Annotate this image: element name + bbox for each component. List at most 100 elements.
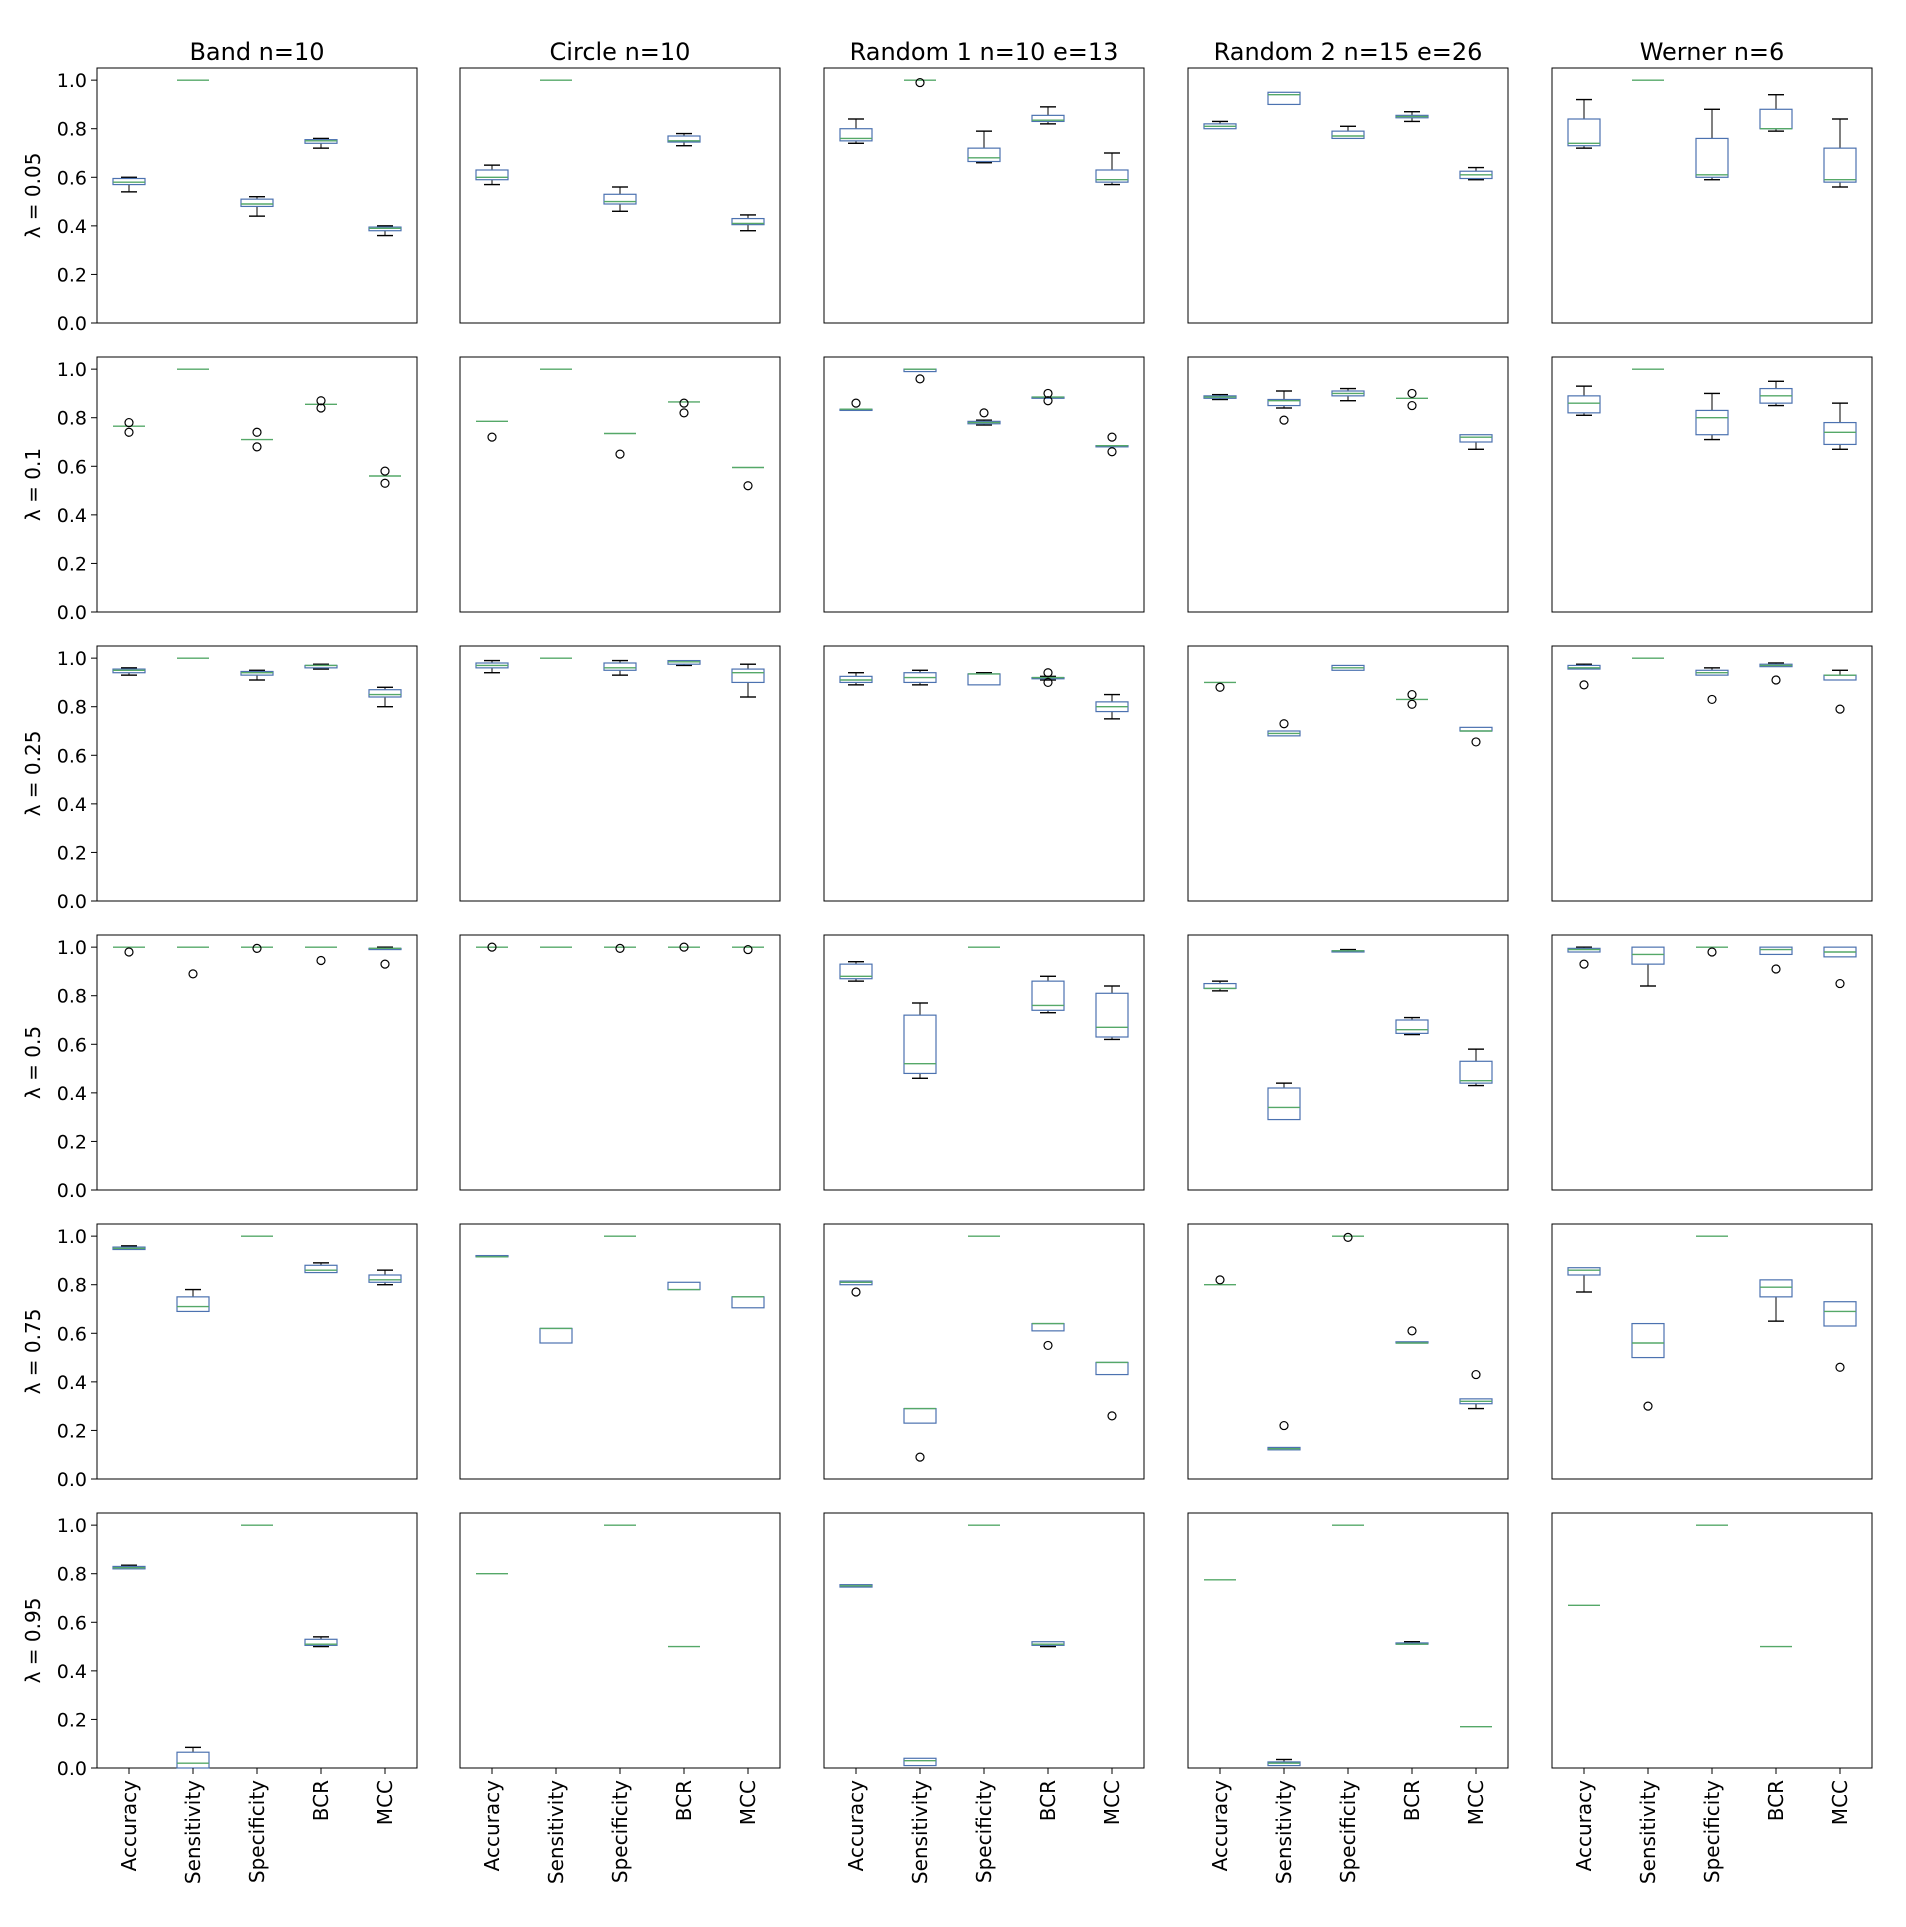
box-iqr [1567, 118, 1601, 147]
panel [96, 645, 418, 902]
y-tick-label: 0.4 [57, 794, 87, 816]
box-iqr [839, 128, 873, 142]
box-bcr [304, 1262, 338, 1274]
y-tick-label: 0.0 [57, 1469, 87, 1491]
outlier-point [316, 403, 326, 413]
y-tick-label: 0.8 [57, 986, 87, 1008]
column-title: Random 2 n=15 e=26 [1214, 38, 1483, 66]
outlier-point [1407, 400, 1417, 411]
box-bcr [1395, 1016, 1429, 1036]
y-tick-label: 0.0 [57, 602, 87, 624]
box-iqr [1759, 946, 1793, 956]
box-mcc [1823, 669, 1857, 714]
x-category-label: Accuracy [844, 1780, 868, 1871]
panel-frame [1551, 1512, 1873, 1769]
outlier-point [252, 427, 262, 437]
outlier-point [679, 942, 689, 952]
box-specificity [1331, 125, 1365, 140]
box-iqr [539, 1327, 573, 1344]
panel [459, 645, 781, 902]
outlier-point [915, 1452, 925, 1462]
column-title: Werner n=6 [1640, 38, 1785, 66]
panel-frame [1551, 67, 1873, 324]
box-accuracy [1203, 980, 1237, 992]
box-sensitivity [904, 77, 936, 88]
panel [459, 67, 781, 324]
box-iqr [967, 147, 1001, 163]
x-category-label: Sensitivity [181, 1780, 205, 1884]
panel [459, 934, 781, 1191]
outlier-point [1835, 978, 1845, 989]
box-sensitivity [539, 1327, 573, 1344]
box-mcc [1459, 434, 1493, 450]
box-accuracy [1204, 1275, 1236, 1286]
box-mcc [1459, 1369, 1493, 1410]
panel-frame [1187, 356, 1509, 613]
panel-frame [1187, 67, 1509, 324]
outlier-point [1707, 947, 1717, 957]
outlier-point [1771, 964, 1781, 974]
row-label: λ = 0.75 [21, 1309, 45, 1395]
box-iqr [1823, 421, 1857, 446]
outlier-point [1771, 675, 1781, 685]
box-iqr [667, 135, 701, 143]
box-bcr [1759, 946, 1793, 974]
box-accuracy [839, 672, 873, 686]
y-tick-label: 0.8 [57, 408, 87, 430]
box-specificity [603, 186, 637, 212]
box-bcr [1031, 106, 1065, 125]
row-label: λ = 0.1 [21, 448, 45, 521]
box-sensitivity [903, 368, 937, 384]
y-tick-label: 1.0 [57, 648, 87, 670]
box-bcr [1395, 111, 1429, 123]
outlier-point [316, 396, 326, 406]
x-category-label: MCC [1100, 1780, 1124, 1825]
panel-frame [459, 1223, 781, 1480]
row-label: λ = 0.05 [21, 153, 45, 239]
panel-frame [823, 934, 1145, 1191]
box-mcc [1823, 946, 1857, 989]
box-mcc [732, 466, 764, 491]
outlier-point [252, 943, 262, 953]
box-accuracy [112, 176, 146, 193]
x-category-label: Sensitivity [1636, 1780, 1660, 1884]
y-tick-label: 0.6 [57, 1034, 87, 1056]
x-category-label: Specificity [972, 1780, 996, 1883]
outlier-point [915, 77, 925, 88]
box-bcr [1031, 668, 1065, 688]
panel-frame [1551, 356, 1873, 613]
outlier-point [1835, 704, 1845, 714]
panel [1551, 934, 1873, 1191]
panel-frame [823, 645, 1145, 902]
box-bcr [1031, 1322, 1065, 1351]
panel [823, 356, 1145, 613]
box-sensitivity [1267, 1420, 1301, 1451]
box-iqr [1267, 1087, 1301, 1121]
box-iqr [1031, 1322, 1065, 1332]
y-tick-label: 0.2 [57, 1131, 87, 1153]
x-category-label: MCC [1464, 1780, 1488, 1825]
x-category-label: MCC [736, 1780, 760, 1825]
box-sensitivity [1267, 1758, 1301, 1767]
y-tick-label: 0.0 [57, 1758, 87, 1780]
box-iqr [176, 1751, 210, 1769]
panel [459, 1512, 781, 1769]
x-category-label: Accuracy [1208, 1780, 1232, 1871]
y-tick-label: 1.0 [57, 937, 87, 959]
outlier-point [1279, 415, 1289, 425]
outlier-point [979, 408, 989, 418]
panel [1187, 1223, 1509, 1480]
box-accuracy [476, 942, 508, 952]
box-iqr [967, 673, 1001, 686]
outlier-point [316, 955, 326, 966]
outlier-point [252, 442, 262, 452]
box-specificity [603, 659, 637, 676]
box-specificity [604, 432, 636, 459]
box-accuracy [112, 667, 146, 676]
panel-frame [459, 934, 781, 1191]
box-sensitivity [1267, 91, 1301, 106]
box-mcc [1095, 432, 1129, 457]
box-specificity [1332, 1232, 1364, 1242]
row-label: λ = 0.5 [21, 1026, 45, 1099]
box-mcc [369, 466, 401, 488]
